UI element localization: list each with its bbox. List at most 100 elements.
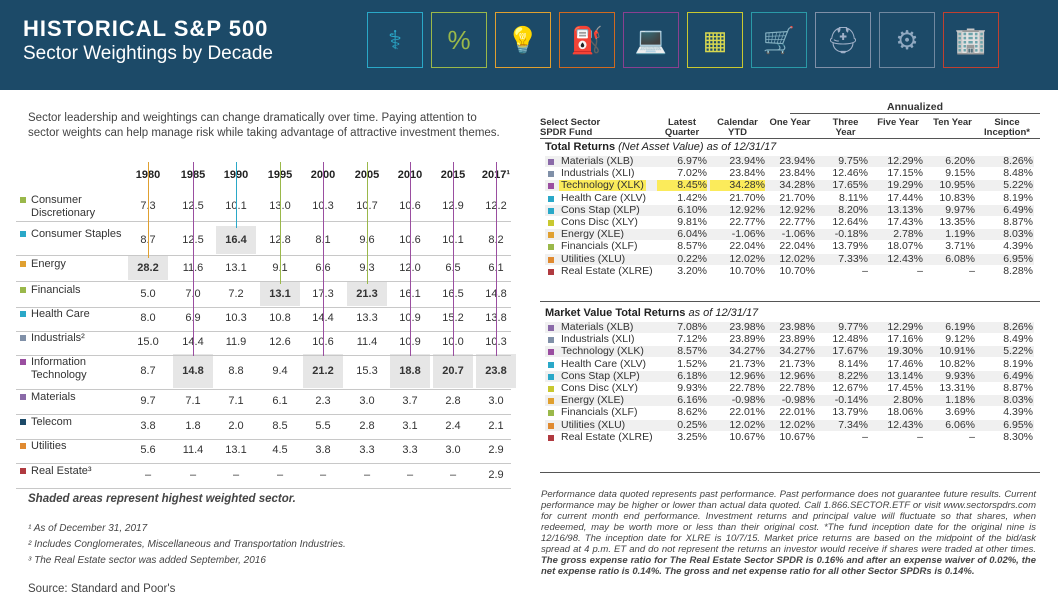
return-value: 7.33% bbox=[838, 252, 868, 265]
weight-value: 12.8 bbox=[260, 234, 300, 246]
weight-value: 17.3 bbox=[303, 288, 343, 300]
return-value: 12.96% bbox=[779, 369, 815, 382]
return-value: 12.43% bbox=[887, 252, 923, 265]
weight-value: 4.5 bbox=[272, 444, 288, 456]
weight-value: 8.7 bbox=[140, 365, 156, 377]
year-header: 2005 bbox=[347, 169, 387, 181]
fund-color-marker bbox=[548, 195, 554, 202]
row-divider bbox=[16, 255, 511, 256]
weight-value: 7.2 bbox=[228, 288, 244, 300]
row-divider bbox=[16, 307, 511, 308]
return-value: 8.11% bbox=[839, 191, 868, 204]
return-value: 22.77% bbox=[729, 216, 765, 228]
return-value: 13.14% bbox=[887, 369, 923, 382]
sector-color-marker bbox=[20, 335, 26, 341]
return-value: 13.79% bbox=[832, 406, 868, 419]
weight-value: 9.6 bbox=[347, 234, 387, 246]
return-value: 8.49% bbox=[1003, 333, 1033, 346]
weight-value: 2.8 bbox=[359, 420, 375, 432]
weight-value: 11.9 bbox=[225, 336, 247, 348]
return-value: 22.78% bbox=[779, 382, 815, 394]
return-value: 12.02% bbox=[779, 252, 815, 265]
weight-value: 2.9 bbox=[488, 444, 504, 456]
return-value: 9.93% bbox=[945, 369, 975, 382]
return-value: 7.34% bbox=[838, 418, 868, 431]
year-header: 1990 bbox=[216, 169, 256, 181]
highest-weight-shade bbox=[173, 354, 213, 388]
return-value: 23.89% bbox=[729, 333, 765, 346]
sector-color-marker bbox=[20, 231, 26, 237]
weight-value: – bbox=[319, 469, 327, 481]
section-title-text: Market Value Total Returns bbox=[545, 307, 686, 319]
return-value: 13.31% bbox=[939, 382, 975, 394]
fund-name: Technology (XLK) bbox=[561, 345, 644, 358]
weight-value: – bbox=[144, 469, 152, 481]
return-value: 1.18% bbox=[945, 394, 975, 407]
fund-color-marker bbox=[548, 373, 554, 380]
fund-color-marker bbox=[548, 207, 554, 214]
return-value: 13.13% bbox=[887, 203, 923, 216]
weight-value: 12.5 bbox=[173, 234, 213, 246]
weight-value: 10.1 bbox=[433, 234, 473, 246]
weight-value: 13.1 bbox=[269, 288, 291, 300]
weight-value: 23.8 bbox=[485, 365, 507, 377]
fund-name: Industrials (XLI) bbox=[561, 167, 635, 180]
header-rule bbox=[540, 138, 1040, 139]
return-value: 2.80% bbox=[893, 394, 923, 407]
fund-name: Materials (XLB) bbox=[561, 321, 634, 333]
return-value: 6.10% bbox=[677, 203, 707, 216]
oil-rig-icon: ⛽ bbox=[559, 12, 615, 68]
weight-value: 10.6 bbox=[303, 336, 343, 348]
return-value: 6.49% bbox=[1003, 203, 1033, 216]
return-value: 7.08% bbox=[677, 321, 707, 333]
weight-value: 9.4 bbox=[272, 365, 288, 377]
returns-column-header: Calendar YTD bbox=[717, 117, 758, 138]
fund-name: Real Estate (XLRE) bbox=[561, 264, 653, 277]
weight-value: 6.1 bbox=[476, 262, 516, 274]
fund-name: Health Care (XLV) bbox=[561, 191, 647, 204]
lightbulb-icon: 💡 bbox=[495, 12, 551, 68]
weight-value: 7.1 bbox=[228, 395, 244, 407]
return-value: 8.57% bbox=[677, 240, 707, 253]
returns-column-header: Ten Year bbox=[933, 117, 972, 128]
fund-color-marker bbox=[548, 220, 554, 226]
return-value: 9.12% bbox=[945, 333, 975, 346]
weight-value: 10.0 bbox=[433, 336, 473, 348]
return-value: 10.82% bbox=[939, 357, 975, 370]
row-divider bbox=[16, 389, 511, 390]
weight-value: 21.3 bbox=[356, 288, 378, 300]
sector-color-marker bbox=[20, 468, 26, 474]
weight-value: 10.9 bbox=[390, 312, 430, 324]
fund-row: Financials (XLF) 8.57% 22.04% 22.04% 13.79% 1… bbox=[545, 240, 1034, 253]
weight-value: 10.3 bbox=[225, 312, 247, 324]
return-value: 23.94% bbox=[729, 155, 765, 167]
sector-color-marker bbox=[20, 394, 26, 400]
return-value: 21.70% bbox=[729, 191, 765, 204]
return-value: 21.70% bbox=[779, 191, 815, 204]
weight-value: 1.8 bbox=[185, 420, 201, 432]
highest-weight-shade bbox=[390, 354, 430, 388]
sector-connector-line bbox=[410, 162, 411, 356]
return-value: -0.18% bbox=[834, 228, 868, 241]
sector-name: Industrials² bbox=[31, 332, 85, 344]
fund-row: Materials (XLB) 7.08% 23.98% 23.98% 9.77% 12.… bbox=[545, 322, 1034, 333]
weight-value: – bbox=[449, 469, 457, 481]
intro-text: Sector leadership and weightings can cha… bbox=[28, 112, 500, 139]
disclaimer-text: Performance data quoted represents past … bbox=[541, 489, 1036, 555]
return-value: 6.95% bbox=[1003, 418, 1033, 431]
return-value: 5.22% bbox=[1003, 179, 1033, 192]
weight-value: 13.0 bbox=[260, 200, 300, 212]
return-value: 7.12% bbox=[677, 333, 707, 346]
return-value: 10.67% bbox=[729, 430, 765, 443]
weight-value: 13.1 bbox=[225, 444, 247, 456]
row-divider bbox=[16, 439, 511, 440]
weight-value: 16.1 bbox=[390, 288, 430, 300]
fund-row: Energy (XLE) 6.04% -1.06% -1.06% -0.18% 2.78%… bbox=[545, 228, 1034, 241]
weight-value: 10.6 bbox=[390, 234, 430, 246]
returns-column-header: Latest Quarter bbox=[664, 117, 700, 138]
return-value: 12.96% bbox=[729, 369, 765, 382]
shading-note: Shaded areas represent highest weighted … bbox=[28, 493, 296, 505]
fund-color-marker bbox=[548, 349, 554, 356]
highest-weight-shade bbox=[347, 282, 387, 306]
weight-value: 3.0 bbox=[359, 395, 375, 407]
